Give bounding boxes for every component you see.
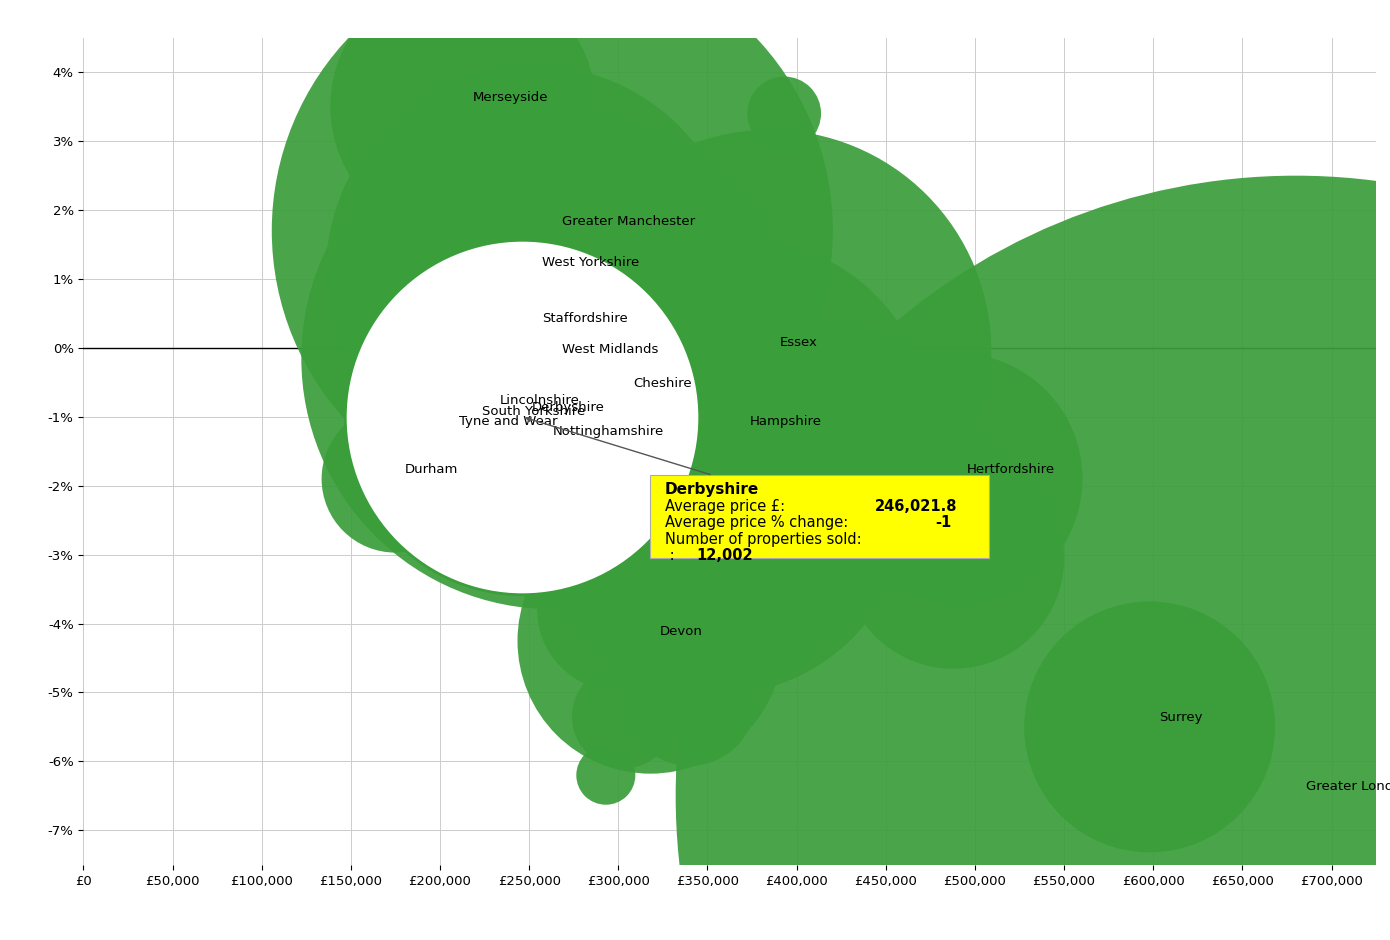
Point <box>541 351 563 366</box>
Text: Devon: Devon <box>660 625 703 638</box>
Text: Greater London: Greater London <box>1305 780 1390 793</box>
Point <box>773 636 795 651</box>
Point <box>947 471 969 486</box>
Text: Staffordshire: Staffordshire <box>542 311 628 324</box>
Text: West Midlands: West Midlands <box>562 342 659 355</box>
Point <box>541 223 563 238</box>
Point <box>521 264 543 279</box>
Point <box>728 423 751 438</box>
Text: Nottinghamshire: Nottinghamshire <box>553 425 664 438</box>
Text: South Yorkshire: South Yorkshire <box>482 404 585 417</box>
Text: Greater Manchester: Greater Manchester <box>562 215 695 228</box>
Point <box>646 365 669 380</box>
Text: Surrey: Surrey <box>1159 712 1202 725</box>
Point <box>613 709 635 724</box>
Point <box>452 99 474 114</box>
Text: Durham: Durham <box>404 463 459 477</box>
Text: 12,002: 12,002 <box>696 548 753 563</box>
Text: Merseyside: Merseyside <box>473 91 549 104</box>
Point <box>438 423 460 438</box>
Point <box>678 692 701 707</box>
Text: Derbyshire: Derbyshire <box>664 482 759 497</box>
Text: Average price £:: Average price £: <box>664 499 794 514</box>
Point <box>639 634 662 649</box>
Point <box>384 471 406 486</box>
FancyBboxPatch shape <box>651 476 990 558</box>
Point <box>1138 719 1161 734</box>
Point <box>773 106 795 121</box>
Text: -1: -1 <box>935 515 952 530</box>
Text: Hertfordshire: Hertfordshire <box>967 463 1055 477</box>
Text: Average price % change:: Average price % change: <box>664 515 858 530</box>
Point <box>942 551 965 566</box>
Text: :: : <box>664 548 684 563</box>
Text: Tyne and Wear: Tyne and Wear <box>459 415 557 428</box>
Point <box>688 551 710 566</box>
Text: Derbyshire: Derbyshire <box>532 401 605 415</box>
Point <box>759 344 781 359</box>
Point <box>1284 789 1307 804</box>
Text: Lincolnshire: Lincolnshire <box>499 394 580 407</box>
Point <box>430 192 452 207</box>
Text: West Yorkshire: West Yorkshire <box>542 257 639 270</box>
Text: Essex: Essex <box>780 336 817 349</box>
Point <box>478 402 500 417</box>
Text: Kent: Kent <box>726 487 756 500</box>
Point <box>746 551 769 566</box>
Point <box>705 495 727 510</box>
Point <box>856 433 878 448</box>
Text: Somerset: Somerset <box>709 542 771 556</box>
Point <box>607 603 630 618</box>
Point <box>512 409 534 424</box>
Point <box>942 492 965 507</box>
Point <box>532 433 555 448</box>
Point <box>595 768 617 783</box>
Text: Hampshire: Hampshire <box>749 415 821 428</box>
Point <box>812 430 834 445</box>
Point <box>461 413 484 428</box>
Point <box>521 320 543 335</box>
Text: Cheshire: Cheshire <box>634 377 692 390</box>
Point <box>631 382 653 397</box>
Text: 246,021.8: 246,021.8 <box>876 499 958 514</box>
Point <box>613 385 635 400</box>
Text: Number of properties sold:: Number of properties sold: <box>664 532 862 547</box>
